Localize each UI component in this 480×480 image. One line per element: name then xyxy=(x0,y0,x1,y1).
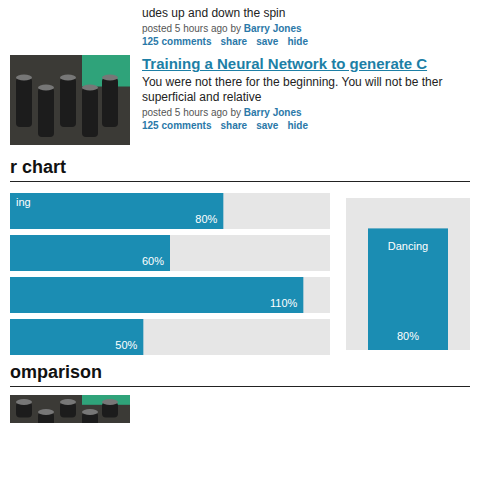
thumb-cap-top xyxy=(102,399,118,405)
thumb-cap-top xyxy=(16,75,32,81)
bar xyxy=(368,228,448,350)
bar-track xyxy=(10,235,330,271)
labels: Dancing 80% xyxy=(388,240,428,342)
post-meta-text: posted 5 hours ago by xyxy=(142,23,241,34)
thumb-cap-top xyxy=(82,85,98,91)
value-label: 50% xyxy=(115,339,137,351)
bar xyxy=(10,319,143,355)
post-text-line: You were not there for the beginning. Yo… xyxy=(142,75,442,89)
post-meta-text: posted 5 hours ago by xyxy=(142,107,241,118)
thumb-capacitor xyxy=(102,78,118,128)
section-title: omparison xyxy=(10,362,470,387)
thumb-cap-top xyxy=(38,85,54,91)
post-actions: 125 comments share save hide xyxy=(142,120,470,131)
post-meta: posted 5 hours ago by Barry Jones xyxy=(142,23,470,34)
post-action[interactable]: hide xyxy=(287,36,308,47)
post: Training a Neural Network to generate C Y… xyxy=(10,55,470,149)
post-action[interactable]: share xyxy=(220,120,247,131)
charts-row: ing 80% 60% 110% 50% Dancing 80% xyxy=(10,190,470,358)
value-label: 60% xyxy=(142,255,164,267)
thumb-cap-top xyxy=(38,409,54,415)
value-label: 80% xyxy=(195,213,217,225)
value-label: 110% xyxy=(270,297,298,309)
labels: ing 80% 60% 110% 50% xyxy=(16,196,298,351)
thumbnail xyxy=(10,55,130,145)
post-body: Training a Neural Network to generate C Y… xyxy=(142,55,470,149)
category-label: Dancing xyxy=(388,240,428,252)
section-title: r chart xyxy=(10,157,470,182)
post-action[interactable]: save xyxy=(256,36,278,47)
post-text-line: superficial and relative xyxy=(142,90,261,104)
thumb-cap-top xyxy=(16,399,32,405)
bars xyxy=(368,228,448,350)
thumb-cap-top xyxy=(60,399,76,405)
post-body: udes up and down the spin posted 5 hours … xyxy=(142,6,470,47)
section-thumb xyxy=(10,395,470,427)
category-label: ing xyxy=(16,196,31,208)
bar-track xyxy=(10,193,330,229)
bars xyxy=(10,193,330,355)
thumb-cap-top xyxy=(60,75,76,81)
bar xyxy=(10,235,170,271)
bar-chart: ing 80% 60% 110% 50% xyxy=(10,190,330,358)
post-thumb xyxy=(10,55,130,149)
bar xyxy=(10,277,303,313)
thumbnail xyxy=(10,395,130,423)
thumb-bg xyxy=(10,395,130,423)
thumb-capacitor xyxy=(16,78,32,128)
post-text: You were not there for the beginning. Yo… xyxy=(142,75,470,105)
value-label: 80% xyxy=(397,330,419,342)
post-thumb-space xyxy=(10,6,130,47)
plot-frame xyxy=(346,198,470,350)
post-action[interactable]: 125 comments xyxy=(142,120,211,131)
bar-track xyxy=(10,319,330,355)
post-action[interactable]: hide xyxy=(287,120,308,131)
page: udes up and down the spin posted 5 hours … xyxy=(0,0,480,433)
thumb-board xyxy=(82,395,130,405)
thumb-bg xyxy=(10,55,130,145)
column-chart: Dancing 80% xyxy=(346,190,470,358)
bar xyxy=(10,193,223,229)
post-author[interactable]: Barry Jones xyxy=(244,23,302,34)
thumb-cap-top xyxy=(102,75,118,81)
post-action[interactable]: share xyxy=(220,36,247,47)
post-actions: 125 comments share save hide xyxy=(142,36,470,47)
post-meta: posted 5 hours ago by Barry Jones xyxy=(142,107,470,118)
bar-track xyxy=(10,277,330,313)
thumb-capacitor xyxy=(60,78,76,128)
thumb-capacitor xyxy=(82,88,98,138)
post-action[interactable]: save xyxy=(256,120,278,131)
post-action[interactable]: 125 comments xyxy=(142,36,211,47)
thumb-cap-top xyxy=(82,409,98,415)
post-snippet: udes up and down the spin xyxy=(142,6,470,21)
thumb-capacitor xyxy=(38,88,54,138)
post-title[interactable]: Training a Neural Network to generate C xyxy=(142,55,470,72)
post-author[interactable]: Barry Jones xyxy=(244,107,302,118)
post: udes up and down the spin posted 5 hours … xyxy=(10,6,470,47)
